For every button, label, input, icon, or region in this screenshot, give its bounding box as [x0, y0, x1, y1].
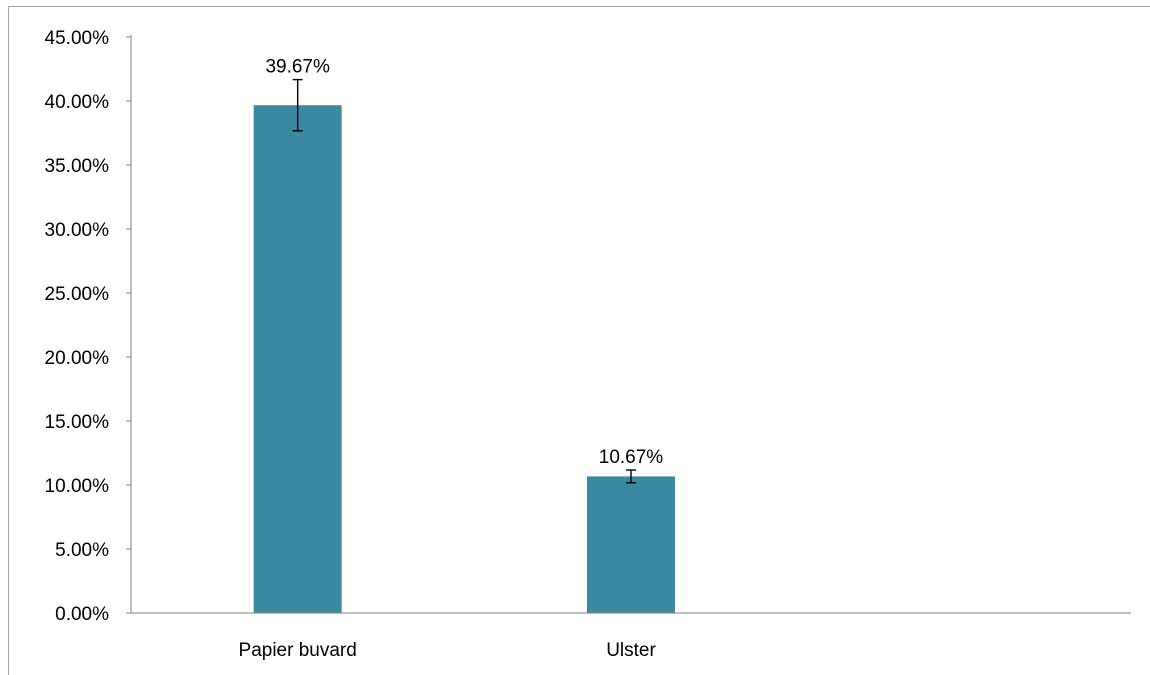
bars — [253, 105, 675, 613]
bar — [587, 476, 675, 613]
y-tick-label: 40.00% — [45, 92, 110, 113]
x-tick-label: Ulster — [606, 640, 656, 661]
y-tick-label: 10.00% — [45, 476, 110, 497]
data-labels: 39.67% 10.67% — [265, 57, 663, 468]
y-tick-label: 15.00% — [45, 412, 110, 433]
y-tick-label: 5.00% — [55, 540, 109, 561]
y-tick-label: 30.00% — [45, 220, 110, 241]
y-tick-label: 25.00% — [45, 284, 110, 305]
x-axis-labels: Papier buvard Ulster — [239, 640, 657, 661]
chart-frame — [8, 6, 1150, 675]
y-tick-label: 0.00% — [55, 604, 109, 625]
y-tick-label: 35.00% — [45, 156, 110, 177]
error-bars — [292, 78, 636, 484]
y-axis-ticks: 0.00% 5.00% 10.00% 15.00% 20.00% 25.00% 30.00%… — [45, 28, 131, 625]
bar — [253, 105, 342, 613]
x-tick-label: Papier buvard — [239, 640, 357, 661]
y-tick-label: 20.00% — [45, 348, 110, 369]
data-label: 10.67% — [599, 447, 664, 468]
y-tick-label: 45.00% — [45, 28, 110, 49]
data-label: 39.67% — [265, 57, 330, 78]
